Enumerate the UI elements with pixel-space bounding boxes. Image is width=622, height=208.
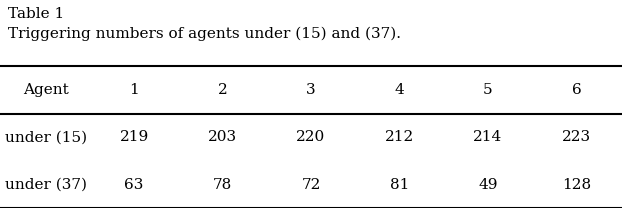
Text: Triggering numbers of agents under (15) and (37).: Triggering numbers of agents under (15) … (7, 27, 401, 41)
Text: Table 1: Table 1 (7, 7, 64, 21)
